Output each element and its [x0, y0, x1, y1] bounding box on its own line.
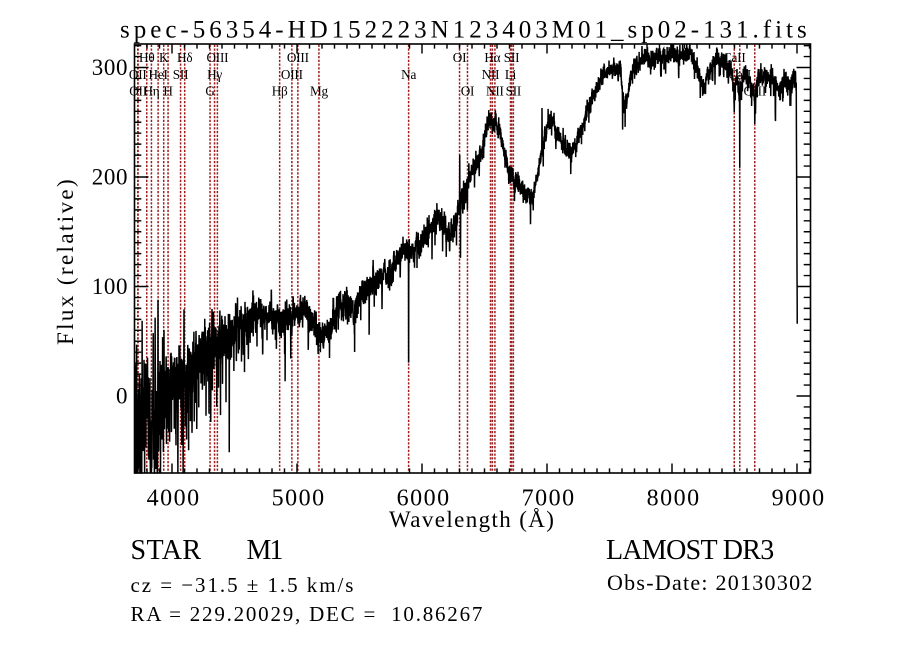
svg-text:G: G	[205, 84, 215, 99]
svg-text:100: 100	[92, 274, 128, 299]
svg-text:6000: 6000	[397, 486, 451, 512]
svg-text:9000: 9000	[772, 486, 826, 512]
svg-text:OI: OI	[453, 50, 467, 65]
svg-text:SII: SII	[504, 50, 520, 65]
svg-text:Hδ: Hδ	[177, 50, 192, 65]
svg-text:Flux (relative): Flux (relative)	[53, 177, 78, 345]
svg-text:K: K	[159, 50, 169, 65]
svg-text:OII: OII	[129, 84, 147, 99]
svg-text:spec-56354-HD152223N123403M01_: spec-56354-HD152223N123403M01_sp02-131.f…	[120, 17, 811, 44]
svg-text:CaII: CaII	[743, 84, 766, 99]
svg-text:0: 0	[116, 384, 128, 409]
svg-text:Mg: Mg	[310, 84, 329, 99]
svg-text:Wavelength (Å): Wavelength (Å)	[389, 507, 555, 532]
svg-text:NII: NII	[486, 84, 504, 99]
svg-text:CaII: CaII	[728, 67, 751, 82]
svg-text:Li: Li	[505, 67, 517, 82]
svg-text:LAMOST DR3: LAMOST DR3	[606, 535, 774, 566]
svg-text:Obs-Date: 20130302: Obs-Date: 20130302	[607, 570, 814, 595]
svg-text:Hγ: Hγ	[207, 67, 222, 82]
svg-text:300: 300	[92, 55, 128, 80]
svg-text:200: 200	[92, 165, 128, 190]
svg-text:NII: NII	[482, 67, 500, 82]
svg-text:5000: 5000	[272, 486, 326, 512]
svg-text:Hβ: Hβ	[272, 84, 288, 99]
svg-text:Na: Na	[401, 67, 416, 82]
svg-text:OIII: OIII	[206, 50, 228, 65]
svg-text:8000: 8000	[647, 486, 701, 512]
svg-text:7000: 7000	[522, 486, 576, 512]
svg-text:Hα: Hα	[484, 50, 500, 65]
svg-text:HeI: HeI	[149, 67, 168, 82]
svg-text:cz = −31.5 ± 1.5 km/s: cz = −31.5 ± 1.5 km/s	[131, 573, 356, 597]
svg-text:CaII: CaII	[723, 50, 746, 65]
svg-text:OIII: OIII	[281, 67, 303, 82]
svg-text:RA = 229.20029, DEC = 10.8626: RA = 229.20029, DEC = 10.86267	[131, 602, 485, 626]
svg-text:OIII: OIII	[287, 50, 309, 65]
svg-text:4000: 4000	[147, 486, 201, 512]
svg-text:OI: OI	[461, 84, 475, 99]
svg-text:SII: SII	[506, 84, 522, 99]
svg-text:Hθ: Hθ	[139, 50, 154, 65]
svg-text:M1: M1	[247, 535, 283, 566]
svg-text:Hη: Hη	[143, 84, 159, 99]
svg-text:OII: OII	[129, 67, 147, 82]
svg-text:STAR: STAR	[131, 535, 202, 566]
svg-text:H: H	[163, 84, 173, 99]
svg-text:SII: SII	[173, 67, 189, 82]
